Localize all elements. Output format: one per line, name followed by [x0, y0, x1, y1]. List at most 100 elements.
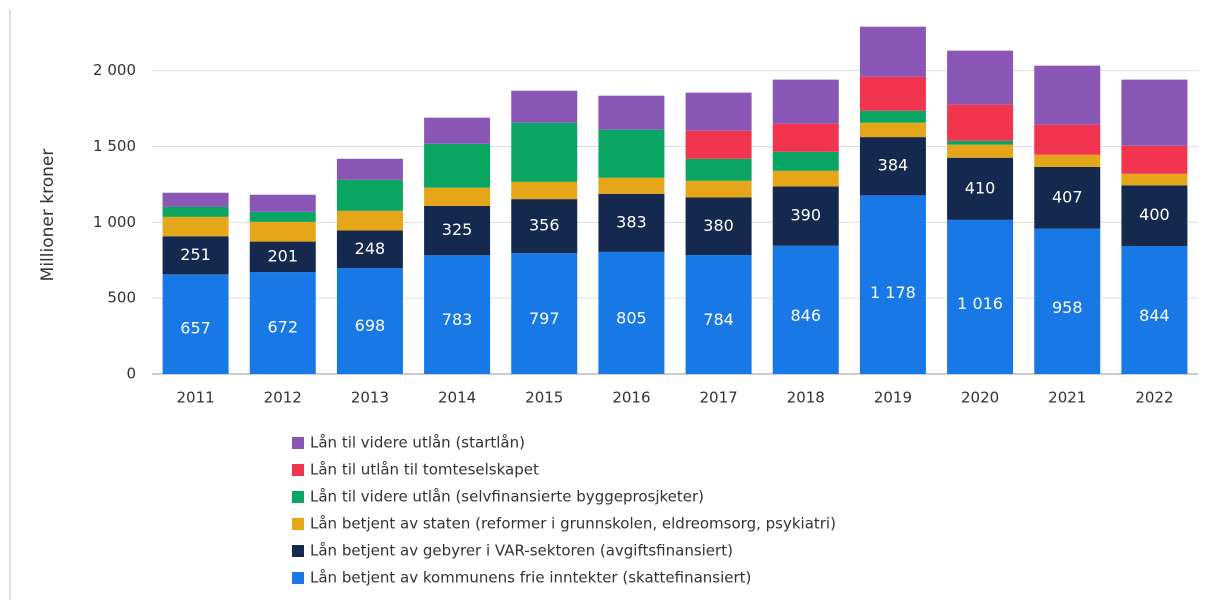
bar-segment [1034, 65, 1101, 125]
data-label: 846 [790, 306, 821, 325]
bar-segment [1121, 145, 1188, 174]
bar-segment [1121, 245, 1188, 374]
x-tick-label: 2022 [1135, 389, 1173, 407]
bar-segment [859, 76, 926, 111]
y-tick-label: 2 000 [93, 61, 136, 79]
bar-segment [249, 194, 316, 212]
bar-segment [685, 180, 752, 198]
bar-segment [598, 193, 665, 252]
bar-segment [772, 186, 839, 246]
bar-segment [249, 241, 316, 273]
bar-segment [772, 79, 839, 124]
bar-segment [1121, 79, 1188, 146]
data-label: 844 [1139, 306, 1170, 325]
bar-segment [511, 122, 578, 182]
bar-segment [859, 110, 926, 123]
x-tick-label: 2015 [525, 389, 563, 407]
bar-segment [947, 157, 1014, 220]
bar-segment [598, 95, 665, 130]
legend-label: Lån til utlån til tomteselskapet [310, 461, 539, 479]
data-label: 1 016 [957, 294, 1003, 313]
bar-segment [511, 253, 578, 374]
data-label: 356 [529, 216, 560, 235]
bar-segment [1034, 166, 1101, 229]
bar-segment [336, 158, 403, 180]
bar-segment [162, 216, 229, 237]
y-tick-label: 1 500 [93, 137, 136, 155]
data-label: 400 [1139, 205, 1170, 224]
bar-segment [947, 140, 1014, 145]
bar-segment [859, 122, 926, 138]
bar-segment [424, 187, 491, 206]
bar-segment [162, 274, 229, 374]
legend-swatch [292, 464, 304, 476]
data-label: 390 [790, 206, 821, 225]
data-label: 248 [355, 239, 386, 258]
legend-label: Lån til videre utlån (startlån) [310, 434, 525, 452]
data-label: 251 [180, 245, 211, 264]
data-label: 383 [616, 212, 647, 231]
bar-segment [336, 179, 403, 211]
bar-segment [424, 255, 491, 374]
x-tick-label: 2018 [787, 389, 825, 407]
legend-label: Lån betjent av gebyrer i VAR-sektoren (a… [310, 542, 733, 560]
x-tick-label: 2013 [351, 389, 389, 407]
bar-segment [336, 268, 403, 374]
bar-segment [598, 129, 665, 178]
bar-segment [859, 26, 926, 77]
bar-segment [511, 199, 578, 254]
data-label: 384 [878, 156, 909, 175]
y-tick-label: 500 [107, 289, 136, 307]
bar-segment [947, 104, 1014, 141]
bar-segment [249, 211, 316, 222]
bar-segment [1034, 228, 1101, 374]
legend-swatch [292, 518, 304, 530]
bar-segment [511, 181, 578, 200]
bar-segment [249, 221, 316, 242]
legend-swatch [292, 437, 304, 449]
x-tick-label: 2019 [874, 389, 912, 407]
x-tick-label: 2012 [264, 389, 302, 407]
bar-segment [598, 251, 665, 374]
bar-segment [772, 245, 839, 374]
y-tick-label: 0 [126, 365, 136, 383]
data-label: 410 [965, 178, 996, 197]
data-label: 201 [267, 246, 298, 265]
bar-segment [685, 197, 752, 256]
x-tick-label: 2016 [612, 389, 650, 407]
bar-segment [336, 230, 403, 269]
data-label: 805 [616, 309, 647, 328]
data-label: 325 [442, 220, 473, 239]
bar-segment [685, 92, 752, 131]
bar-segment [511, 90, 578, 123]
x-tick-label: 2021 [1048, 389, 1086, 407]
bar-segment [162, 236, 229, 275]
bar-segment [772, 123, 839, 152]
bar-segment [162, 206, 229, 217]
legend-swatch [292, 545, 304, 557]
bar-segment [249, 272, 316, 374]
y-axis-label: Millioner kroner [38, 149, 58, 282]
legend-label: Lån til videre utlån (selvfinansierte by… [310, 488, 704, 506]
data-label: 698 [355, 316, 386, 335]
bar-segment [1034, 154, 1101, 167]
legend-label: Lån betjent av staten (reformer i grunns… [310, 515, 836, 533]
bar-segment [162, 192, 229, 207]
bar-segment [947, 50, 1014, 105]
bar-segment [1121, 185, 1188, 246]
data-label: 784 [703, 310, 734, 329]
bar-segment [772, 170, 839, 187]
bar-segment [1034, 124, 1101, 155]
data-label: 783 [442, 310, 473, 329]
legend-swatch [292, 491, 304, 503]
bar-segment [424, 117, 491, 144]
bar-segment [424, 205, 491, 256]
bar-segment [685, 158, 752, 181]
x-tick-label: 2014 [438, 389, 476, 407]
data-label: 958 [1052, 298, 1083, 317]
data-label: 657 [180, 319, 211, 338]
data-label: 1 178 [870, 283, 916, 302]
data-label: 672 [267, 318, 298, 337]
